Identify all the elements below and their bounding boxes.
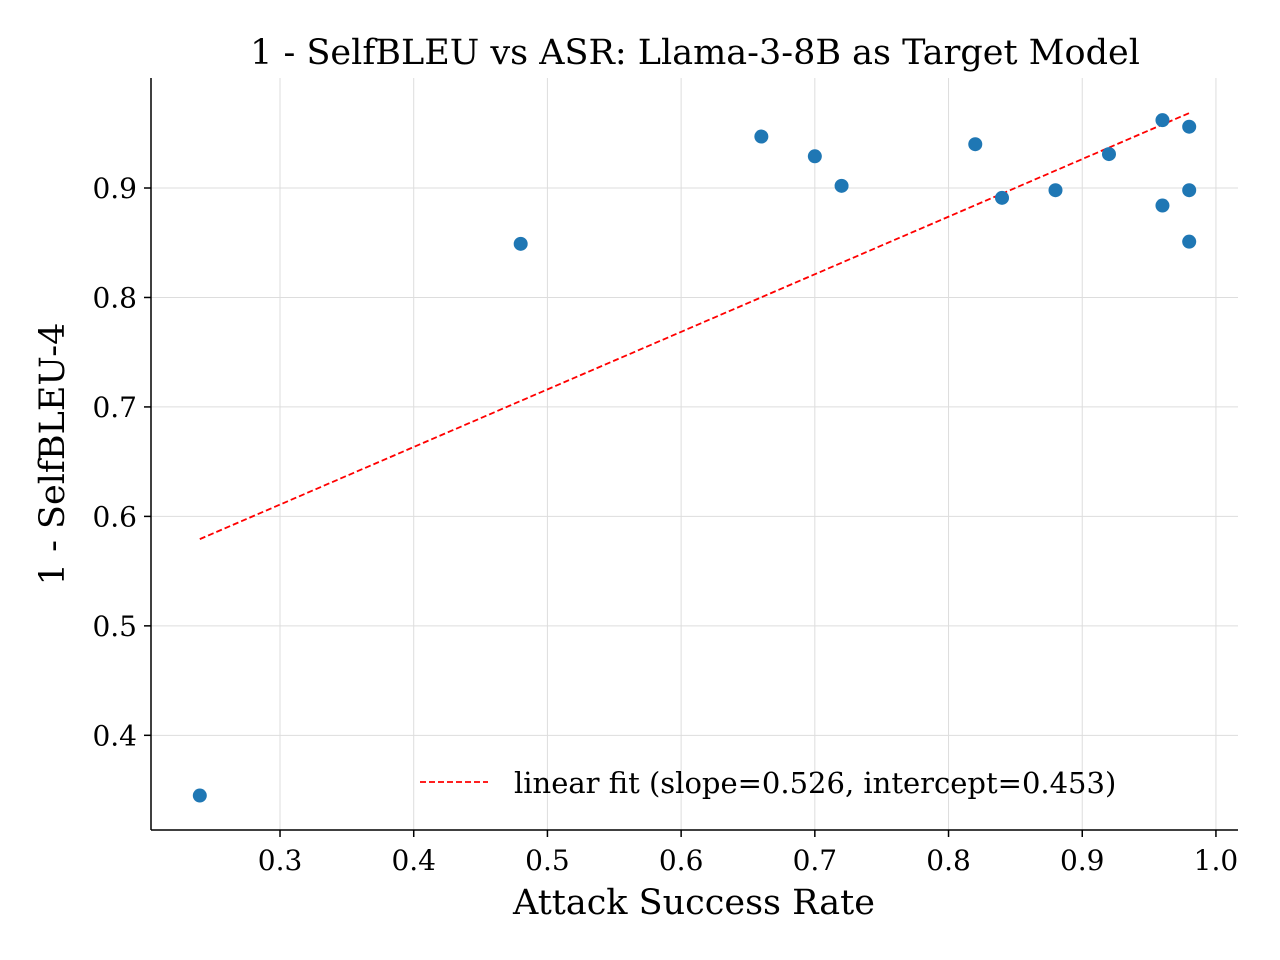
chart-title: 1 - SelfBLEU vs ASR: Llama-3-8B as Targe… — [250, 33, 1140, 73]
data-point — [1048, 183, 1063, 198]
grid — [151, 78, 1238, 830]
y-tick-label: 0.7 — [92, 391, 137, 424]
legend-fit-label: linear fit (slope=0.526, intercept=0.453… — [514, 766, 1116, 800]
y-tick-label: 0.4 — [92, 719, 137, 752]
data-point — [1155, 113, 1170, 128]
x-axis-label: Attack Success Rate — [512, 883, 875, 923]
x-tick-label: 1.0 — [1194, 844, 1239, 877]
data-point — [754, 129, 769, 144]
y-axis-label: 1 - SelfBLEU-4 — [33, 323, 73, 586]
x-tick-label: 0.6 — [659, 844, 704, 877]
data-point — [807, 149, 822, 164]
x-tick-label: 0.7 — [793, 844, 838, 877]
data-point — [1182, 119, 1197, 134]
data-point — [513, 236, 528, 251]
y-ticks: 0.4 0.5 0.6 0.7 0.8 0.9 — [92, 172, 151, 752]
data-point — [1182, 234, 1197, 249]
axes — [150, 78, 1238, 831]
data-point — [1182, 183, 1197, 198]
data-point — [1101, 147, 1116, 162]
x-tick-label: 0.3 — [258, 844, 303, 877]
fit-line — [199, 112, 1190, 540]
data-point — [1155, 198, 1170, 213]
x-tick-label: 0.4 — [391, 844, 436, 877]
x-tick-label: 0.5 — [525, 844, 570, 877]
x-tick-label: 0.8 — [926, 844, 971, 877]
linear-fit — [199, 112, 1190, 540]
x-ticks: 0.3 0.4 0.5 0.6 0.7 0.8 0.9 1.0 — [258, 830, 1238, 877]
data-point — [995, 190, 1010, 205]
y-tick-label: 0.9 — [92, 172, 137, 205]
y-tick-label: 0.5 — [92, 610, 137, 643]
data-point — [834, 178, 849, 193]
y-tick-label: 0.6 — [92, 500, 137, 533]
y-tick-label: 0.8 — [92, 281, 137, 314]
data-point — [968, 137, 983, 152]
x-tick-label: 0.9 — [1060, 844, 1105, 877]
data-points — [192, 113, 1197, 803]
legend: linear fit (slope=0.526, intercept=0.453… — [420, 766, 1116, 800]
data-point — [192, 788, 207, 803]
